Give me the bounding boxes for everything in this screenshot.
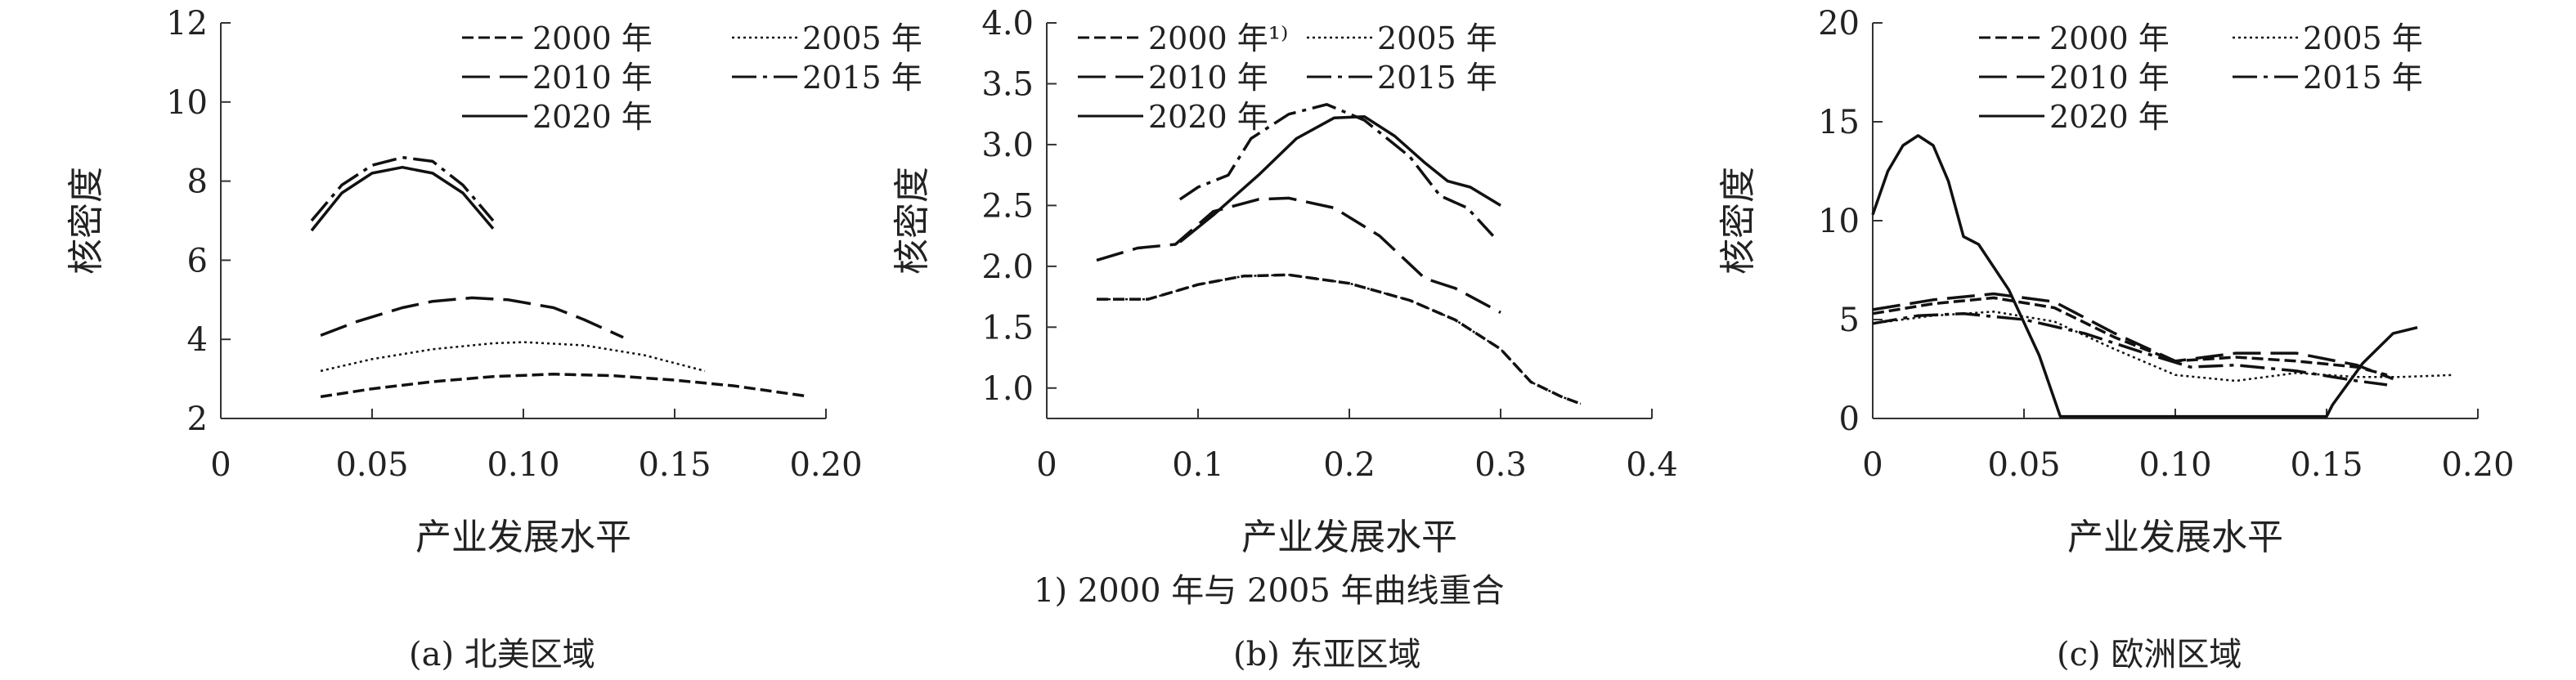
legend-label: 2015 年 (2303, 60, 2423, 96)
y-axis-label: 核密度 (891, 167, 933, 275)
y-tick-label: 0 (1839, 400, 1860, 438)
y-tick-label: 3.0 (981, 127, 1034, 164)
y-tick-label: 3.5 (981, 65, 1034, 103)
y-axis-label: 核密度 (1717, 167, 1759, 275)
y-tick-label: 10 (166, 84, 208, 122)
x-tick-label: 0.4 (1626, 446, 1678, 484)
legend-label: 2020 年 (1148, 99, 1268, 135)
x-tick-label: 0.20 (789, 446, 862, 484)
series-line-2000-年 (1872, 296, 2388, 377)
series-line-2015-年 (1872, 311, 2388, 387)
chart-panel-2: 0 0.1 0.2 0.3 0.4 1.0 1.5 2.0 2.5 3.0 3.5 4.0 产业发展水平… (891, 5, 1678, 558)
legend: 2000 年 2005 年 2010 年 2015 年 2020 年 (1979, 20, 2423, 135)
series-line-2000-年 (320, 373, 806, 399)
legend-label: 2015 年 (802, 60, 922, 96)
y-tick-label: 4 (187, 321, 208, 359)
x-tick-label: 0.05 (1987, 446, 2060, 484)
y-tick-label: 1.5 (981, 309, 1034, 347)
series-line-2020-年 (310, 165, 495, 232)
legend-label: 2005 年 (2303, 20, 2423, 56)
x-tick-label: 0 (210, 446, 231, 484)
series-line-2010-年 (320, 296, 624, 339)
x-tick-label: 0.15 (2290, 446, 2363, 484)
x-tick-label: 0.15 (638, 446, 711, 484)
series-line-2005-年 (1872, 311, 2454, 382)
chart-panel-3: 0 0.05 0.10 0.15 0.20 0 5 10 15 20 产业发展水平 核密度 2000 年… (1717, 5, 2515, 558)
legend-label: 2010 年 (1148, 60, 1268, 96)
legend-label: 2020 年 (2049, 99, 2170, 135)
x-tick-label: 0.3 (1474, 446, 1527, 484)
legend-label: 2000 年 (2049, 20, 2170, 56)
y-tick-label: 12 (166, 5, 208, 42)
y-tick-label: 2.5 (981, 187, 1034, 225)
y-tick-label: 2 (187, 400, 208, 438)
series-line-2010-年 (1096, 196, 1501, 314)
series-line-2015-年 (310, 155, 495, 222)
y-tick-label: 20 (1818, 5, 1860, 42)
chart-panel-1: 0 0.05 0.10 0.15 0.20 2 4 6 8 10 12 产业发展水平 核密度 2000 年… (65, 5, 922, 558)
legend-label: 2000 年 (532, 20, 653, 56)
y-tick-label: 4.0 (981, 5, 1034, 42)
series-line-2000-年 (1097, 273, 1582, 405)
y-tick-label: 2.0 (981, 248, 1034, 286)
y-axis-label: 核密度 (65, 167, 107, 275)
x-tick-label: 0 (1036, 446, 1057, 484)
x-axis-label: 产业发展水平 (1241, 517, 1457, 558)
x-tick-label: 0.20 (2441, 446, 2514, 484)
series-line-2010-年 (1872, 292, 2394, 381)
x-tick-label: 0.10 (2138, 446, 2211, 484)
legend-label: 2005 年 (802, 20, 922, 56)
series-line-2020-年 (1178, 114, 1501, 244)
y-tick-label: 1.0 (981, 370, 1034, 408)
x-tick-label: 0.05 (335, 446, 408, 484)
caption-east-asia: (b) 东亚区域 (1233, 636, 1421, 673)
legend: 2000 年 2005 年 2010 年 2015 年 2020 年 (462, 20, 922, 135)
y-tick-label: 15 (1818, 104, 1860, 141)
series-line-2005-年 (320, 341, 706, 373)
caption-europe: (c) 欧洲区域 (2057, 636, 2242, 673)
y-tick-label: 6 (187, 242, 208, 280)
legend: 2000 年¹⁾ 2005 年 2010 年 2015 年 2020 年 (1078, 20, 1497, 135)
legend-label: 2010 年 (532, 60, 653, 96)
y-tick-label: 10 (1818, 203, 1860, 240)
legend-label: 2010 年 (2049, 60, 2170, 96)
series-line-2015-年 (1178, 103, 1495, 237)
x-axis-label: 产业发展水平 (415, 517, 631, 558)
x-tick-label: 0 (1862, 446, 1883, 484)
x-tick-label: 0.2 (1323, 446, 1376, 484)
legend-label: 2000 年¹⁾ (1148, 20, 1288, 56)
series-line-2005-年 (1097, 274, 1582, 405)
legend-label: 2005 年 (1377, 20, 1497, 56)
x-axis-label: 产业发展水平 (2067, 517, 2283, 558)
footnote: 1) 2000 年与 2005 年曲线重合 (1034, 572, 1505, 610)
y-tick-label: 5 (1839, 302, 1860, 339)
legend-label: 2020 年 (532, 99, 653, 135)
series-line-2020-年 (1871, 134, 2418, 418)
legend-label: 2015 年 (1377, 60, 1497, 96)
x-tick-label: 0.1 (1172, 446, 1224, 484)
caption-north-america: (a) 北美区域 (409, 636, 595, 673)
x-tick-label: 0.10 (487, 446, 559, 484)
y-tick-label: 8 (187, 163, 208, 201)
